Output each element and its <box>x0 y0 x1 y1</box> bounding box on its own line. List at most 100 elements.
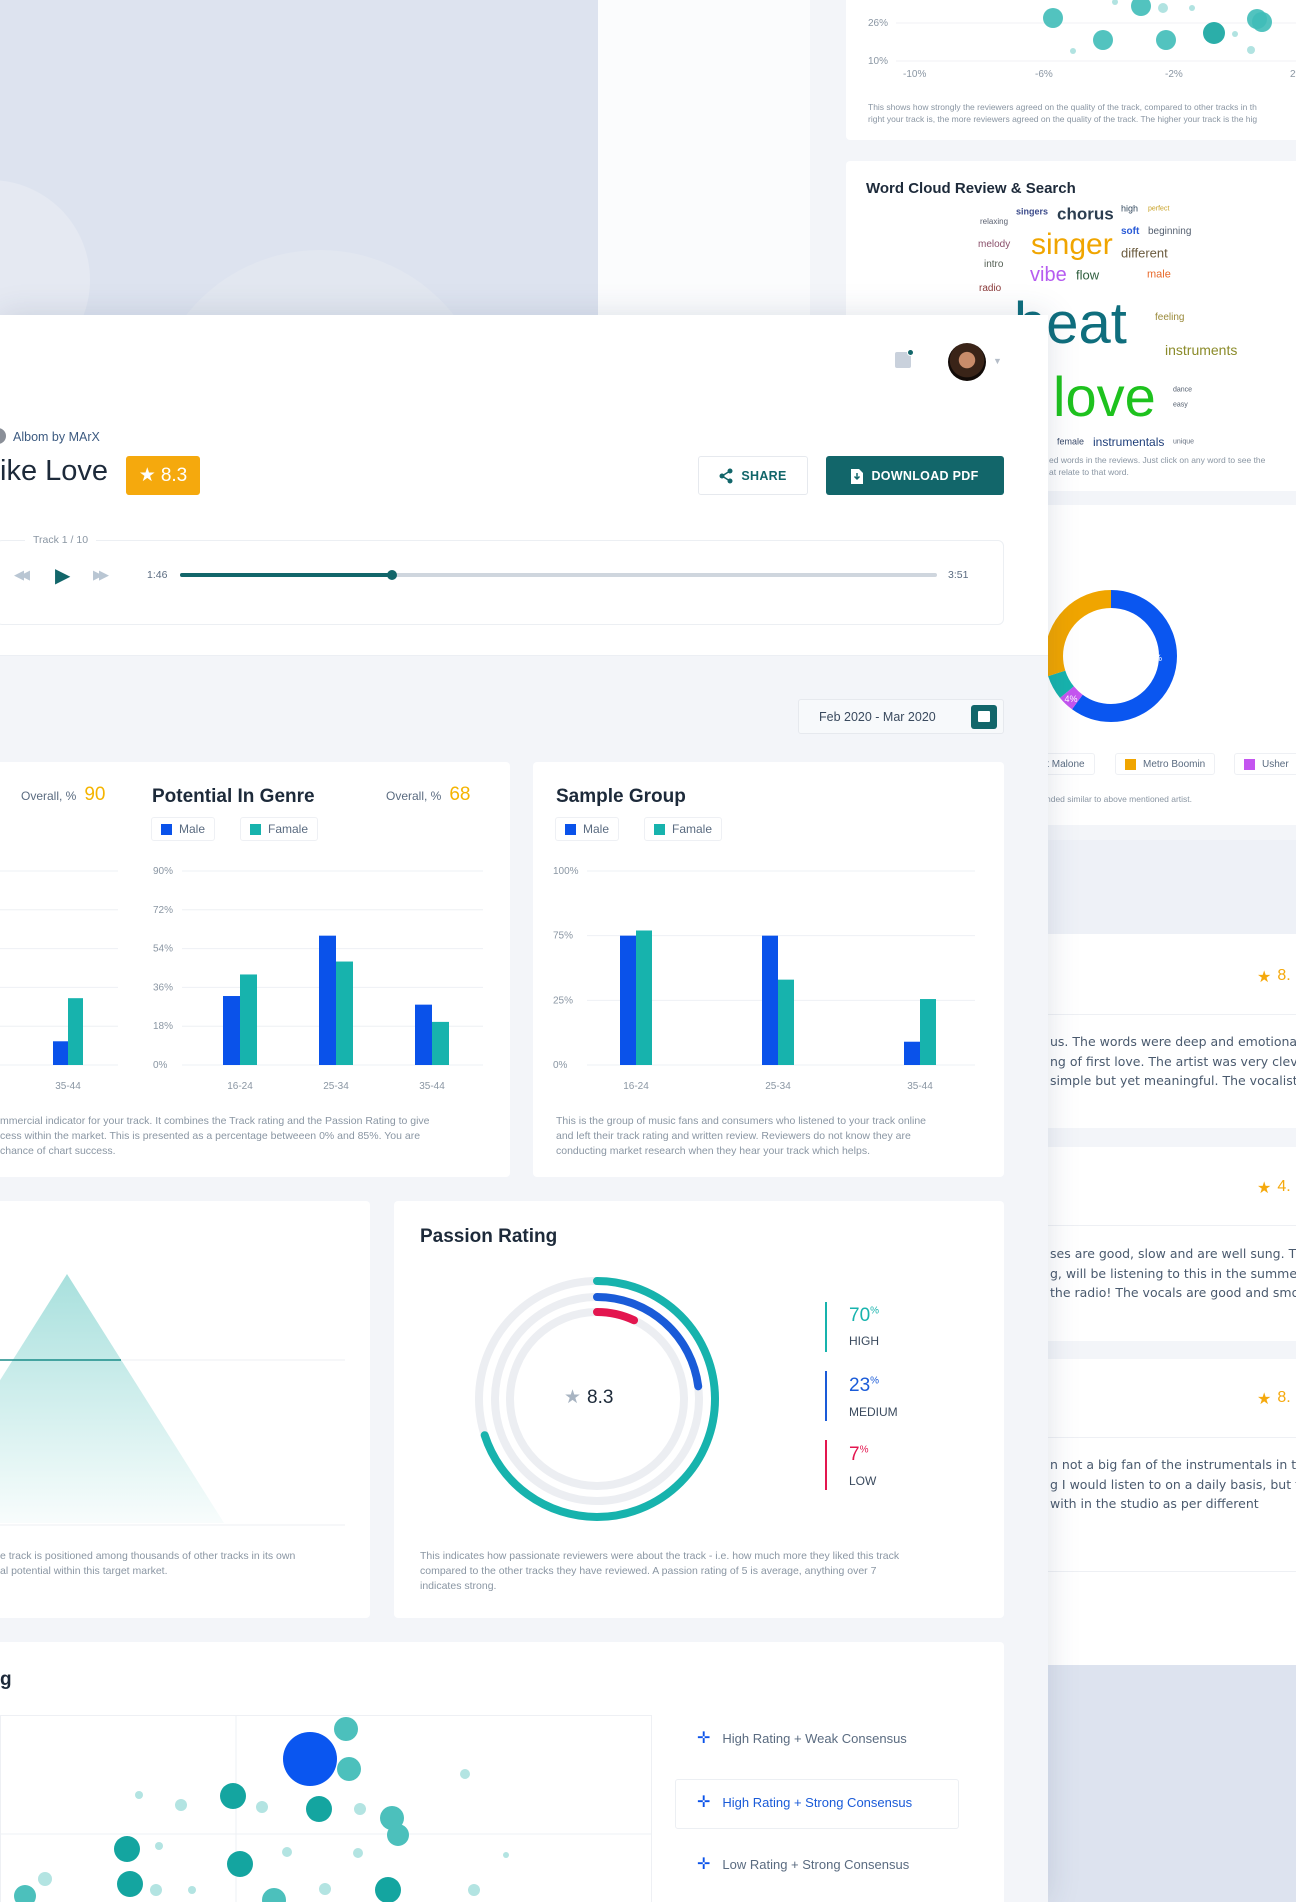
word[interactable]: love <box>1053 365 1156 428</box>
potential-in-genre-chart: 90% 72% 54% 36% 18% 0% 16-24 25-34 35-44 <box>153 866 483 1092</box>
y-tick-label: 54% <box>153 944 173 955</box>
star-icon: ★ <box>1257 1180 1272 1197</box>
level-bar-high <box>825 1302 827 1352</box>
ring-arc-low <box>506 1308 688 1490</box>
decorative-circle <box>150 250 490 315</box>
scatter-bubble <box>282 1847 292 1857</box>
passion-rings-chart <box>475 1277 719 1521</box>
legend-high-weak[interactable]: ✛ High Rating + Weak Consensus <box>697 1728 907 1748</box>
legend-male[interactable]: Male <box>555 817 620 841</box>
card-description: mmercial indicator for your track. It co… <box>0 1115 430 1157</box>
scatter-bubble <box>117 1871 143 1897</box>
card-description: This indicates how passionate reviewers … <box>420 1550 900 1592</box>
word[interactable]: radio <box>979 283 1002 294</box>
x-tick-label: 25-34 <box>323 1081 349 1092</box>
star-icon: ★ <box>1257 1391 1272 1408</box>
review-card: ★ 8. n not a big fan of the instrumentals… <box>1048 1359 1296 1553</box>
scatter-bubble <box>1131 0 1151 16</box>
bar-female <box>68 998 83 1065</box>
word[interactable]: intro <box>984 259 1004 270</box>
x-tick-label: 35-44 <box>55 1081 81 1092</box>
user-avatar[interactable] <box>948 343 986 381</box>
scatter-bubble <box>188 1886 196 1894</box>
review-rating: ★ 8. <box>1257 967 1291 987</box>
share-icon <box>719 468 733 483</box>
scatter-bubble <box>319 1883 331 1895</box>
word[interactable]: instrumentals <box>1093 435 1165 449</box>
x-tick-label: -2% <box>1165 69 1183 80</box>
progress-handle[interactable] <box>386 570 397 580</box>
word[interactable]: male <box>1147 268 1171 281</box>
next-track-icon[interactable]: ▶▶ <box>93 567 109 582</box>
legend-high-strong[interactable]: ✛ High Rating + Strong Consensus <box>697 1792 912 1812</box>
word[interactable]: singers <box>1016 206 1049 217</box>
legend-label: Male <box>179 822 206 836</box>
word-cloud-title: Word Cloud Review & Search <box>866 180 1076 197</box>
consensus-card: 26% 10% -10% -6% -2% 2% This shows how strong… <box>846 0 1296 140</box>
download-pdf-button[interactable]: DOWNLOAD PDF <box>826 456 1004 495</box>
passion-score: ★ 8.3 <box>564 1386 613 1409</box>
bar-female <box>636 930 652 1065</box>
y-tick-label: 25% <box>553 995 573 1006</box>
scatter-bubble <box>38 1872 52 1886</box>
date-range-picker[interactable]: Feb 2020 - Mar 2020 <box>798 699 1004 734</box>
legend-label: Famale <box>672 822 713 836</box>
review-card: ★ 4. ses are good, slow and are well sung… <box>1048 1147 1296 1341</box>
rating-value: 4. <box>1277 1178 1291 1195</box>
desc-line: right your track is, the more reviewers … <box>868 114 1258 124</box>
progress-track[interactable] <box>180 570 937 580</box>
calendar-icon[interactable] <box>971 705 997 729</box>
desc-line: ed words in the reviews. Just click on a… <box>1049 455 1266 465</box>
word[interactable]: perfect <box>1148 205 1170 213</box>
word[interactable]: easy <box>1173 401 1188 409</box>
desc-line: This shows how strongly the reviewers ag… <box>868 102 1257 112</box>
word[interactable]: soft <box>1121 226 1140 237</box>
word[interactable]: dance <box>1173 386 1193 394</box>
legend-label: Famale <box>268 822 309 836</box>
word[interactable]: chorus <box>1057 204 1114 224</box>
word[interactable]: female <box>1057 436 1085 447</box>
word[interactable]: beginning <box>1148 226 1192 237</box>
notification-icon[interactable] <box>895 349 914 368</box>
play-icon[interactable]: ▶ <box>55 565 71 587</box>
word[interactable]: unique <box>1173 438 1195 446</box>
word[interactable]: flow <box>1076 267 1100 283</box>
word[interactable]: vibe <box>1030 264 1067 286</box>
previous-track-icon[interactable]: ◀◀ <box>14 567 30 582</box>
star-icon: ★ <box>564 1387 582 1408</box>
word[interactable]: high <box>1121 203 1139 214</box>
album-link[interactable]: Albom by MArX <box>13 430 100 444</box>
album-avatar <box>0 428 6 444</box>
x-tick-label: 16-24 <box>227 1081 253 1092</box>
rating-consensus-card: g ✛ High Rating + Weak Consensus ✛ High Ra… <box>0 1642 1004 1902</box>
divider <box>1048 1014 1296 1015</box>
sample-group-card: Sample Group Male Famale 100% 75% 25% 0% 16-… <box>533 762 1004 1177</box>
scatter-bubble <box>135 1791 143 1799</box>
legend-female[interactable]: Famale <box>240 817 319 841</box>
review-text: n not a big fan of the instrumentals in … <box>1050 1457 1296 1511</box>
legend-metro-boomin[interactable]: Metro Boomin <box>1115 753 1216 775</box>
chevron-down-icon[interactable]: ▼ <box>993 356 1002 366</box>
rating-value: 8. <box>1277 1389 1291 1406</box>
word[interactable]: relaxing <box>980 217 1009 226</box>
donut-label: 4% <box>1064 694 1077 704</box>
legend-usher[interactable]: Usher <box>1234 753 1296 775</box>
bar-female <box>778 979 794 1065</box>
scatter-bubble <box>460 1769 470 1779</box>
legend-low-strong[interactable]: ✛ Low Rating + Strong Consensus <box>697 1854 909 1874</box>
card-description: e track is positioned among thousands of… <box>0 1550 296 1577</box>
y-tick-label: 100% <box>553 866 579 877</box>
word[interactable]: instruments <box>1165 342 1238 358</box>
quadrant-icon: ✛ <box>697 1794 711 1811</box>
legend-male[interactable]: Male <box>151 817 216 841</box>
word[interactable]: different <box>1121 245 1168 261</box>
pyramid-shape <box>0 1274 224 1523</box>
share-button[interactable]: SHARE <box>698 456 808 495</box>
consensus-description: This shows how strongly the reviewers ag… <box>868 101 1257 125</box>
word[interactable]: singer <box>1031 228 1113 261</box>
legend-female[interactable]: Famale <box>644 817 723 841</box>
rating-consensus-scatter <box>0 1715 652 1902</box>
word[interactable]: feeling <box>1155 312 1185 323</box>
legend-swatch <box>654 823 665 835</box>
word[interactable]: melody <box>978 239 1011 250</box>
